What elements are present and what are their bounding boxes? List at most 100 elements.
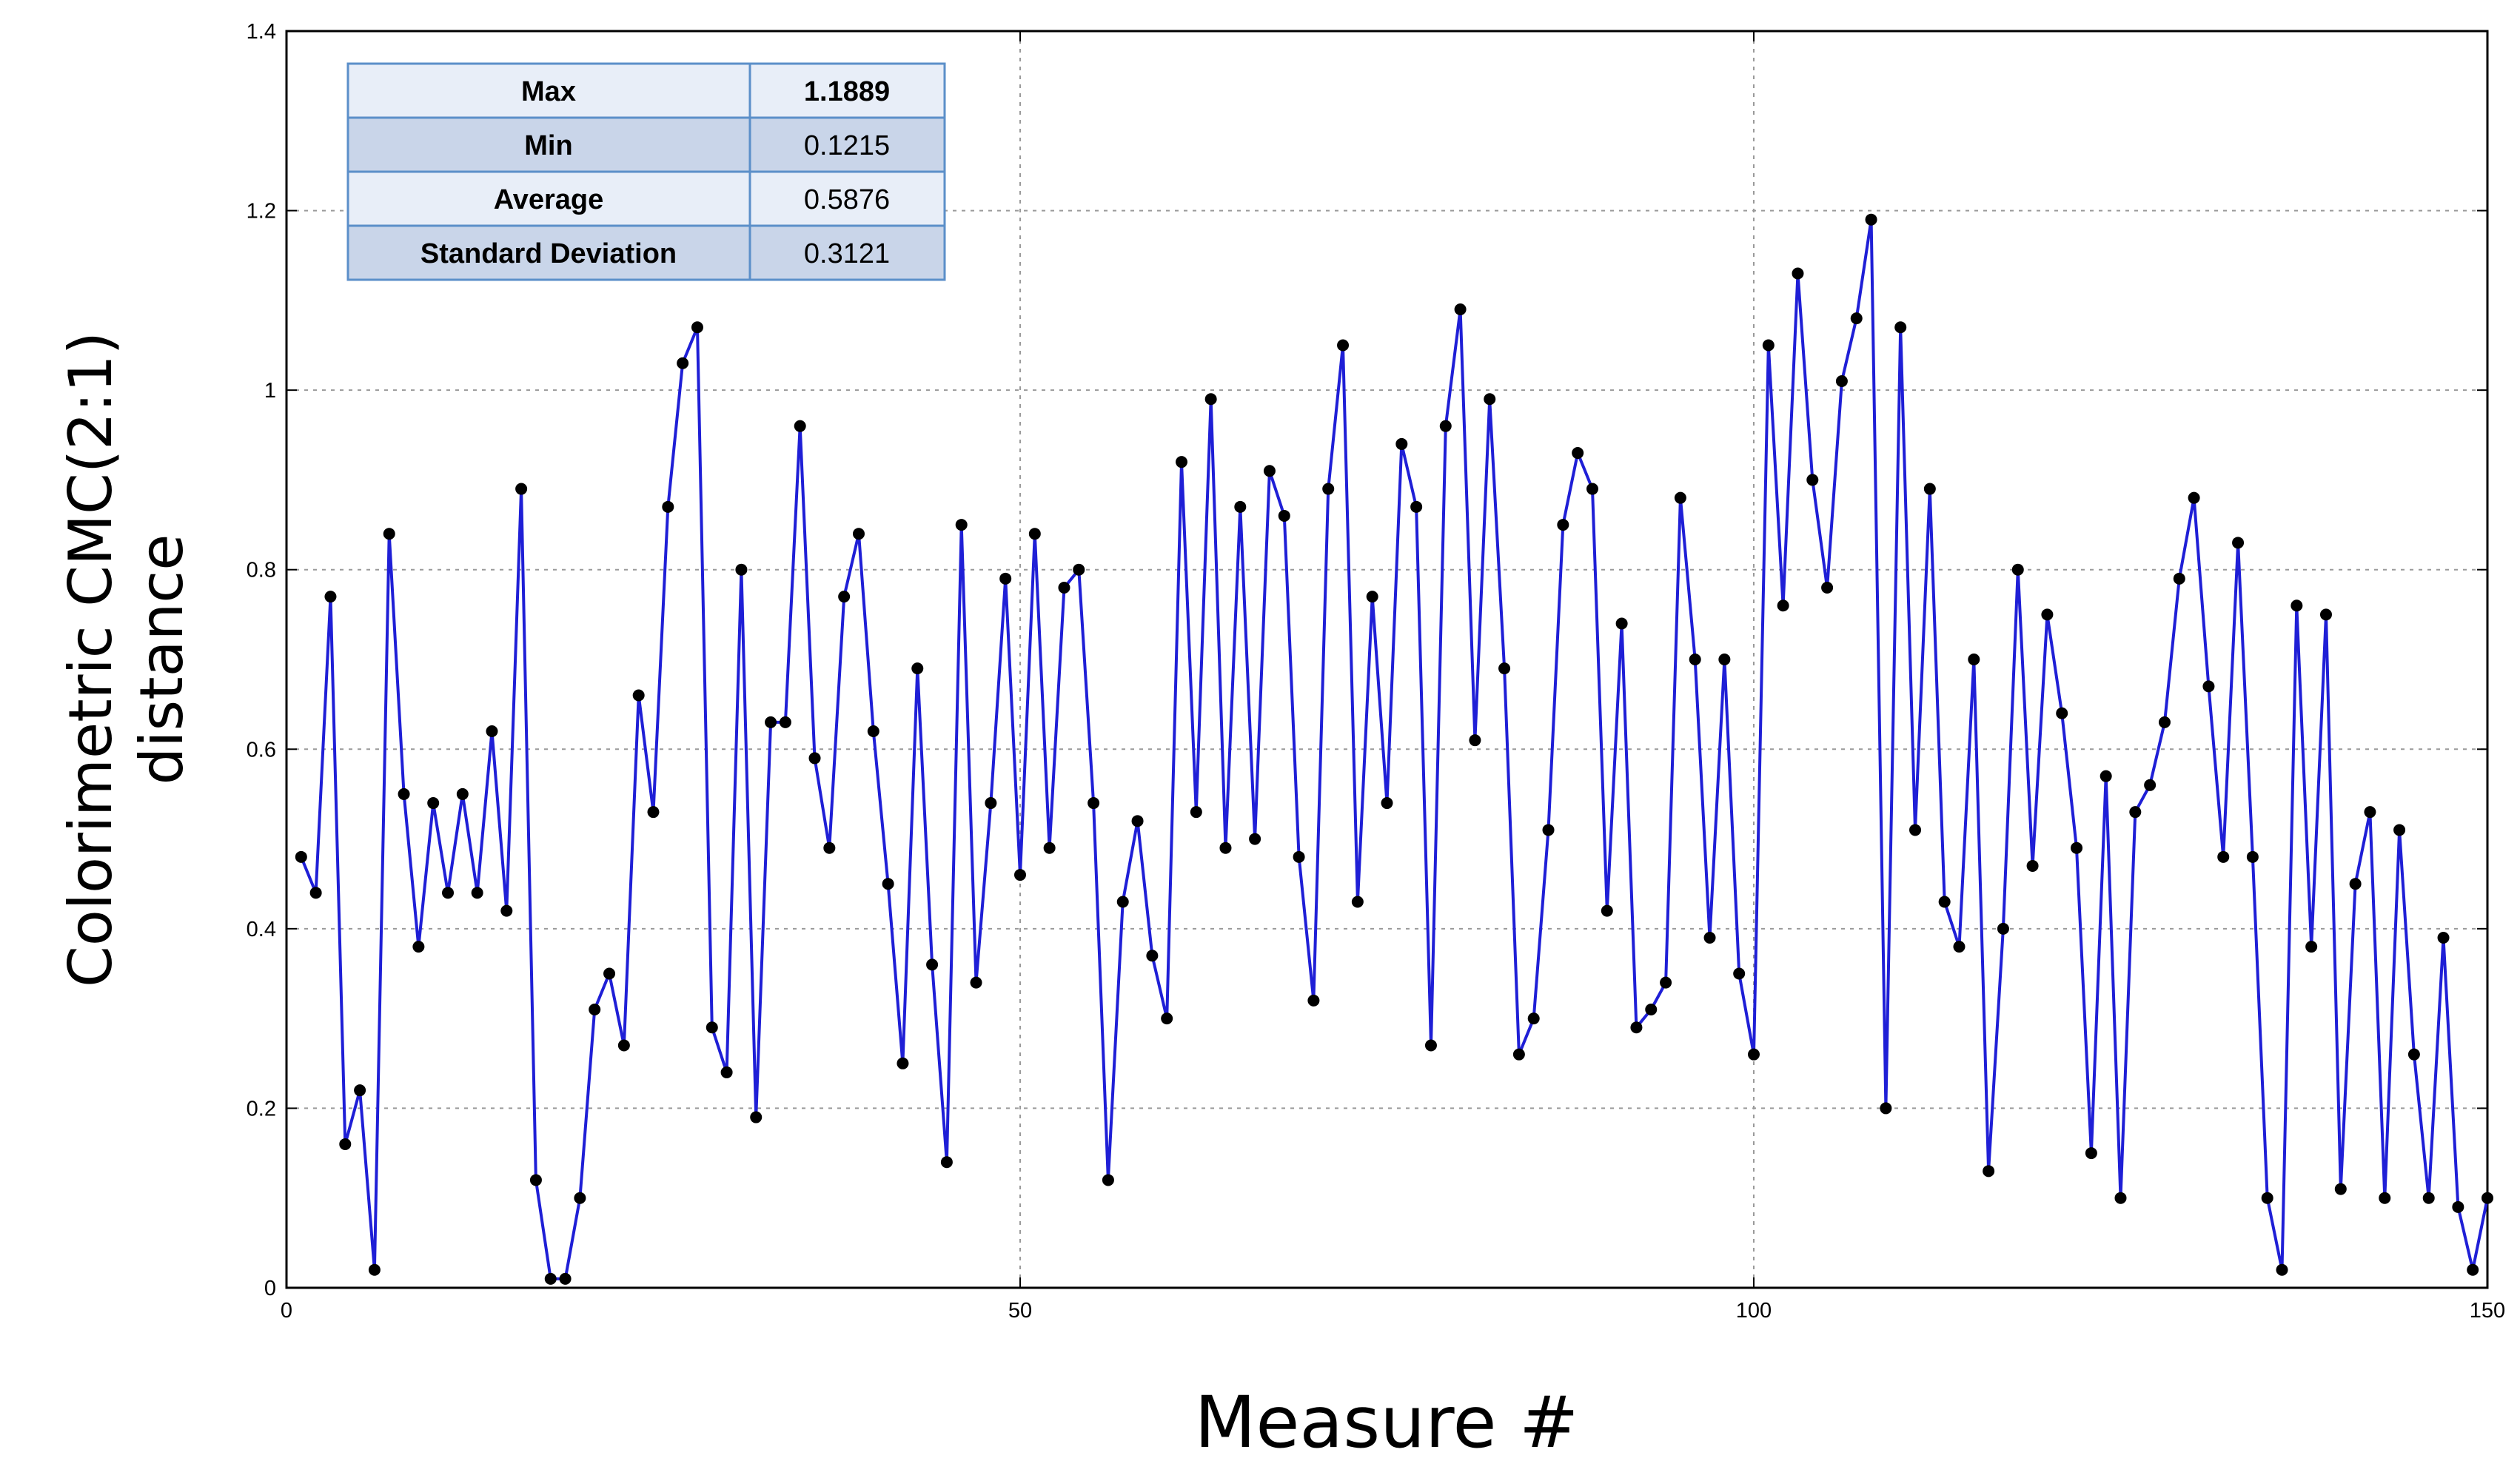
data-point bbox=[2026, 859, 2039, 872]
data-point bbox=[911, 662, 924, 675]
data-point bbox=[2158, 716, 2171, 728]
stats-table-borders bbox=[346, 62, 946, 281]
x-tick-label: 50 bbox=[1008, 1299, 1032, 1323]
data-point bbox=[2276, 1263, 2288, 1276]
y-axis-title-line-1: Colorimetric CMC(2:1) bbox=[56, 332, 125, 987]
data-point bbox=[2319, 608, 2332, 621]
data-point bbox=[2482, 1192, 2493, 1204]
data-point bbox=[309, 887, 322, 899]
data-point bbox=[2100, 770, 2112, 782]
data-point bbox=[765, 716, 777, 728]
data-point bbox=[1014, 869, 1026, 881]
data-point bbox=[1469, 734, 1481, 747]
stats-label-average: Average bbox=[494, 184, 604, 215]
data-point bbox=[515, 483, 528, 495]
data-point bbox=[1351, 896, 1364, 908]
data-point bbox=[2011, 563, 2024, 576]
data-point bbox=[589, 1004, 601, 1016]
data-point bbox=[1733, 967, 1746, 980]
stats-value-average: 0.5876 bbox=[804, 184, 890, 215]
stats-label-min: Min bbox=[524, 130, 572, 161]
data-point bbox=[2349, 878, 2362, 890]
data-point bbox=[603, 967, 616, 980]
data-point bbox=[823, 842, 836, 854]
data-point bbox=[1894, 321, 1907, 334]
data-point bbox=[1703, 931, 1716, 944]
data-point bbox=[1674, 491, 1686, 504]
data-point bbox=[2114, 1192, 2127, 1204]
data-point bbox=[1542, 824, 1555, 836]
data-point bbox=[1806, 474, 1819, 486]
data-point bbox=[1102, 1174, 1114, 1186]
data-point bbox=[324, 591, 337, 603]
x-tick-label: 150 bbox=[2470, 1299, 2505, 1323]
data-point bbox=[1498, 662, 1511, 675]
data-point bbox=[1615, 617, 1628, 630]
stats-value-standard-deviation: 0.3121 bbox=[804, 238, 890, 269]
data-point bbox=[2364, 806, 2376, 819]
data-point bbox=[1557, 519, 1569, 531]
data-point bbox=[2232, 537, 2245, 549]
stats-row-bg-3 bbox=[348, 226, 945, 280]
data-point bbox=[2056, 707, 2068, 719]
series-line bbox=[299, 218, 2489, 1280]
data-point bbox=[1997, 922, 2009, 935]
data-point bbox=[456, 787, 469, 800]
y-tick-label: 1 bbox=[264, 379, 276, 403]
data-point bbox=[339, 1138, 352, 1150]
data-point bbox=[2246, 850, 2259, 863]
x-axis-title: Measure # bbox=[1195, 1381, 1579, 1464]
data-point bbox=[1322, 483, 1335, 495]
data-point bbox=[2422, 1192, 2435, 1204]
y-tick-label: 1.4 bbox=[247, 20, 276, 44]
data-point bbox=[1293, 850, 1305, 863]
data-point bbox=[1909, 824, 1922, 836]
data-point bbox=[735, 563, 748, 576]
data-point bbox=[1088, 797, 1100, 810]
stats-value-min: 0.1215 bbox=[804, 130, 890, 161]
data-point bbox=[2261, 1192, 2273, 1204]
axis-ticks: 0 50 100 150 0 0.2 0.4 0.6 0.8 1 1.2 1.4 bbox=[247, 20, 2506, 1323]
data-point bbox=[1718, 654, 1731, 665]
data-point bbox=[662, 500, 674, 513]
data-point bbox=[544, 1272, 557, 1285]
data-point bbox=[471, 887, 483, 899]
data-point bbox=[2085, 1147, 2097, 1160]
data-point bbox=[2202, 680, 2215, 693]
data-point bbox=[574, 1192, 586, 1204]
data-point bbox=[529, 1174, 542, 1186]
data-point bbox=[1850, 312, 1863, 325]
y-tick-label: 0.2 bbox=[247, 1097, 276, 1121]
data-point bbox=[1307, 994, 1320, 1007]
data-point bbox=[1630, 1021, 1643, 1034]
stats-label-max: Max bbox=[521, 76, 576, 107]
data-point bbox=[1777, 599, 1789, 612]
data-point bbox=[1263, 465, 1276, 477]
y-tick-label: 1.2 bbox=[247, 200, 276, 224]
data-point bbox=[940, 1156, 953, 1169]
data-point bbox=[2129, 806, 2142, 819]
data-point bbox=[691, 321, 703, 334]
data-point bbox=[1381, 797, 1393, 810]
data-point bbox=[677, 357, 689, 369]
data-point bbox=[2393, 824, 2406, 836]
stats-table: Max 1.1889 Min 0.1215 Average 0.5876 Sta… bbox=[346, 62, 946, 281]
data-point bbox=[617, 1039, 630, 1052]
data-point bbox=[720, 1066, 733, 1078]
data-point bbox=[1938, 896, 1951, 908]
data-point bbox=[1146, 950, 1159, 962]
data-point bbox=[1161, 1012, 1173, 1025]
data-point bbox=[970, 976, 982, 989]
data-point bbox=[779, 716, 791, 728]
data-point bbox=[1865, 213, 1877, 226]
data-point bbox=[2188, 491, 2200, 504]
data-point bbox=[1527, 1012, 1540, 1025]
data-point bbox=[1748, 1048, 1760, 1061]
data-point bbox=[2291, 599, 2303, 612]
series-polyline bbox=[299, 218, 2489, 1280]
y-tick-label: 0 bbox=[264, 1277, 276, 1300]
y-axis-title-line-2: distance bbox=[127, 534, 196, 785]
data-point bbox=[2437, 931, 2450, 944]
data-point bbox=[1116, 896, 1129, 908]
